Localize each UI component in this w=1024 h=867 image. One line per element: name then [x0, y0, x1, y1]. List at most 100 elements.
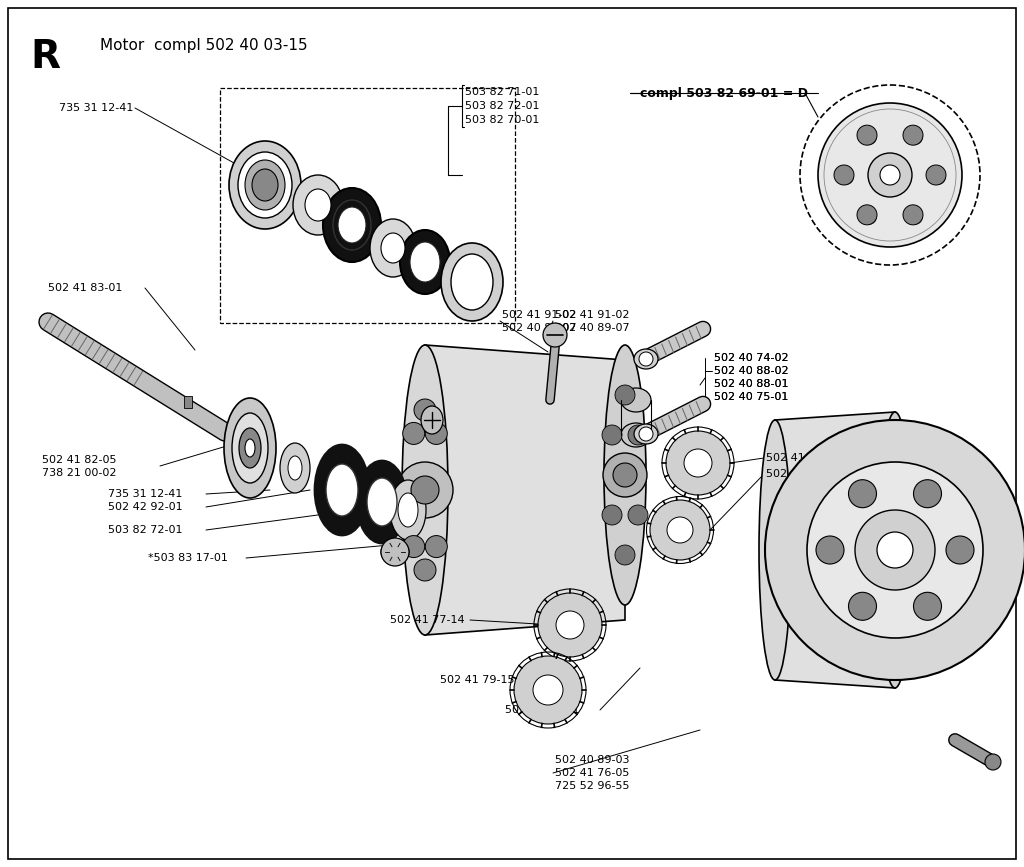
Circle shape	[849, 592, 877, 620]
Circle shape	[425, 536, 447, 557]
Circle shape	[628, 425, 648, 445]
Text: 502 42 92-01: 502 42 92-01	[108, 502, 182, 512]
Ellipse shape	[229, 141, 301, 229]
Circle shape	[816, 536, 844, 564]
Circle shape	[613, 463, 637, 487]
Text: 502 41 91-02: 502 41 91-02	[555, 310, 630, 320]
Ellipse shape	[280, 443, 310, 493]
Circle shape	[650, 500, 710, 560]
Circle shape	[411, 476, 439, 504]
Text: 502 41 76-05: 502 41 76-05	[555, 768, 630, 778]
Ellipse shape	[621, 423, 651, 447]
Circle shape	[381, 538, 409, 566]
Ellipse shape	[634, 424, 658, 444]
Text: 735 31 12-41: 735 31 12-41	[108, 489, 182, 499]
Circle shape	[414, 399, 436, 421]
Circle shape	[985, 754, 1001, 770]
Ellipse shape	[238, 152, 292, 218]
Text: 502 41 83-01: 502 41 83-01	[48, 283, 123, 293]
Text: 502 41 91-02: 502 41 91-02	[502, 310, 577, 320]
Circle shape	[639, 352, 653, 366]
Ellipse shape	[338, 207, 366, 243]
Text: 738 21 00-02: 738 21 00-02	[42, 468, 117, 478]
Circle shape	[603, 453, 647, 497]
Ellipse shape	[402, 345, 449, 635]
Text: 502 40 88-02: 502 40 88-02	[714, 366, 788, 376]
Ellipse shape	[604, 345, 646, 605]
Circle shape	[684, 449, 712, 477]
Circle shape	[822, 543, 842, 563]
Ellipse shape	[398, 493, 418, 527]
Circle shape	[857, 125, 877, 145]
Circle shape	[666, 431, 730, 495]
Text: 502 41 84-01: 502 41 84-01	[505, 705, 580, 715]
Circle shape	[854, 599, 874, 619]
Polygon shape	[184, 396, 193, 408]
Circle shape	[834, 165, 854, 185]
Circle shape	[538, 593, 602, 657]
Polygon shape	[775, 412, 895, 688]
Ellipse shape	[357, 461, 407, 543]
Text: 502 41 77-14: 502 41 77-14	[390, 615, 465, 625]
Circle shape	[765, 420, 1024, 680]
Ellipse shape	[621, 388, 651, 412]
Ellipse shape	[245, 160, 285, 210]
Circle shape	[861, 209, 877, 225]
Ellipse shape	[381, 540, 409, 564]
Text: 502 40 89-07: 502 40 89-07	[502, 323, 577, 333]
Circle shape	[514, 656, 582, 724]
Circle shape	[414, 559, 436, 581]
Ellipse shape	[293, 175, 343, 235]
Circle shape	[639, 427, 653, 441]
Circle shape	[930, 169, 946, 185]
Text: 502 40 89-07: 502 40 89-07	[555, 323, 630, 333]
Ellipse shape	[759, 420, 791, 680]
Circle shape	[818, 103, 962, 247]
Circle shape	[903, 205, 923, 225]
Circle shape	[602, 425, 622, 445]
Text: R: R	[30, 38, 60, 76]
Circle shape	[402, 536, 425, 557]
Polygon shape	[425, 345, 625, 635]
Ellipse shape	[410, 242, 440, 282]
Ellipse shape	[451, 254, 493, 310]
Text: Motor  compl 502 40 03-15: Motor compl 502 40 03-15	[100, 38, 307, 53]
Circle shape	[855, 510, 935, 590]
Bar	[220, 88, 515, 323]
Circle shape	[854, 486, 874, 506]
Circle shape	[926, 165, 946, 185]
Text: 725 52 96-55: 725 52 96-55	[555, 781, 630, 791]
Circle shape	[868, 153, 912, 197]
Text: 502 40 75-01: 502 40 75-01	[714, 392, 788, 402]
Circle shape	[556, 611, 584, 639]
Text: 502 40 89-03: 502 40 89-03	[555, 755, 630, 765]
Circle shape	[907, 129, 923, 145]
Text: 502 41 79-15: 502 41 79-15	[440, 675, 514, 685]
Text: 502 41 79-15: 502 41 79-15	[766, 453, 841, 463]
Circle shape	[903, 125, 923, 145]
Text: 503 82 72-01: 503 82 72-01	[108, 525, 182, 535]
Ellipse shape	[333, 200, 371, 250]
Circle shape	[861, 129, 877, 145]
Circle shape	[667, 517, 693, 543]
Circle shape	[920, 486, 939, 506]
Ellipse shape	[367, 478, 397, 526]
Text: D: D	[888, 171, 902, 190]
Text: 502 40 74-02: 502 40 74-02	[714, 353, 788, 363]
Circle shape	[615, 545, 635, 565]
Circle shape	[425, 422, 447, 445]
Circle shape	[628, 505, 648, 525]
Circle shape	[602, 505, 622, 525]
Circle shape	[920, 599, 939, 619]
Ellipse shape	[390, 480, 426, 540]
Text: 502 40 75-01: 502 40 75-01	[714, 392, 788, 402]
Ellipse shape	[288, 456, 302, 480]
Circle shape	[907, 209, 923, 225]
Ellipse shape	[878, 412, 912, 688]
Ellipse shape	[323, 188, 381, 262]
Ellipse shape	[634, 349, 658, 369]
Circle shape	[880, 165, 900, 185]
Ellipse shape	[224, 398, 276, 498]
Circle shape	[402, 422, 425, 445]
Text: 502 40 88-01: 502 40 88-01	[714, 379, 788, 389]
